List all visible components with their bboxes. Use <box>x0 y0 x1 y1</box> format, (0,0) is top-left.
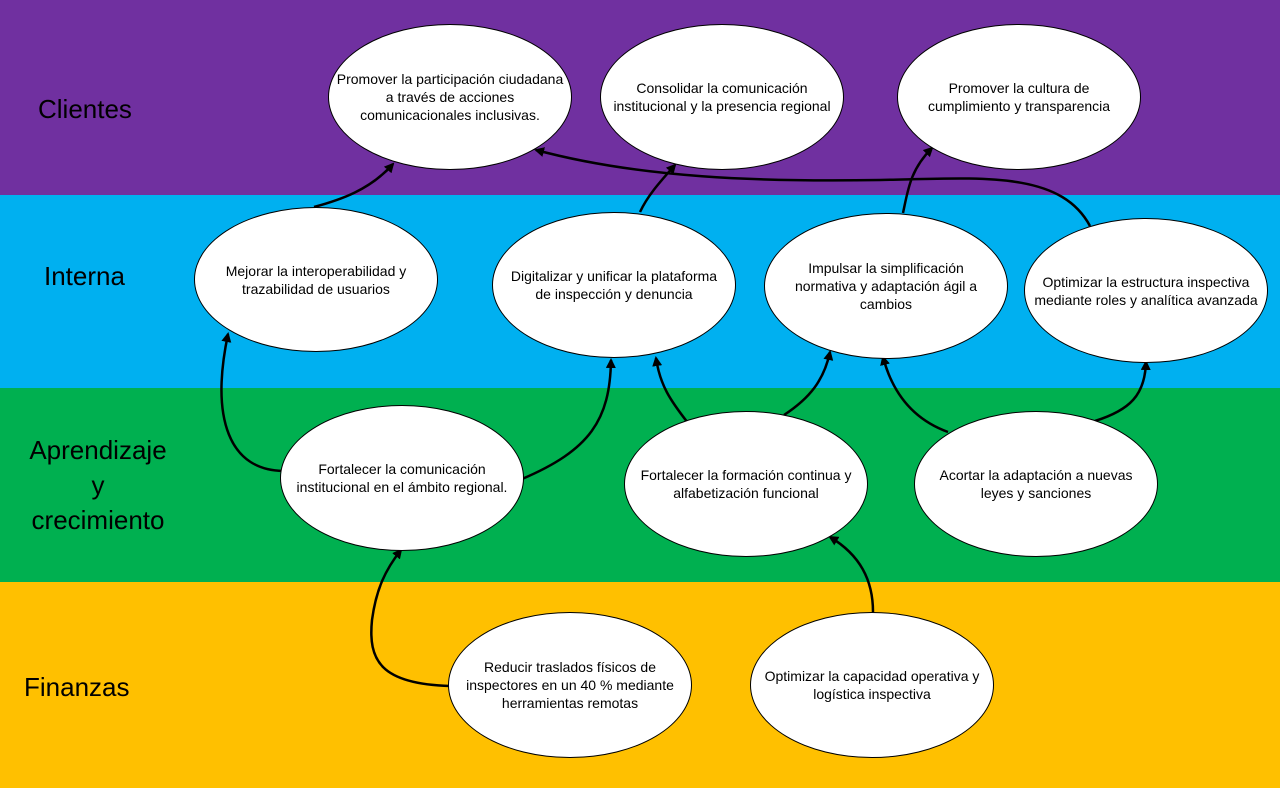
node-comunicacion-regional: Fortalecer la comunicación institucional… <box>280 405 524 551</box>
node-comunicacion-institucional: Consolidar la comunicación institucional… <box>600 24 844 170</box>
node-traslados-fisicos: Reducir traslados físicos de inspectores… <box>448 612 692 758</box>
node-interoperabilidad: Mejorar la interoperabilidad y trazabili… <box>194 207 438 352</box>
node-simplificacion-normativa: Impulsar la simplificación normativa y a… <box>764 213 1008 359</box>
band-label-finanzas: Finanzas <box>24 672 130 702</box>
band-label-aprendizaje: Aprendizaje y crecimiento <box>29 435 167 535</box>
node-plataforma-inspeccion: Digitalizar y unificar la plataforma de … <box>492 212 736 358</box>
band-label-interna: Interna <box>44 261 125 291</box>
node-cultura-cumplimiento: Promover la cultura de cumplimiento y tr… <box>897 24 1141 170</box>
node-capacidad-operativa: Optimizar la capacidad operativa y logís… <box>750 612 994 758</box>
node-participacion-ciudadana: Promover la participación ciudadana a tr… <box>328 24 572 170</box>
node-formacion-continua: Fortalecer la formación continua y alfab… <box>624 411 868 557</box>
band-label-clientes: Clientes <box>38 94 132 124</box>
node-adaptacion-leyes: Acortar la adaptación a nuevas leyes y s… <box>914 411 1158 557</box>
node-estructura-inspectiva: Optimizar la estructura inspectiva media… <box>1024 218 1268 363</box>
